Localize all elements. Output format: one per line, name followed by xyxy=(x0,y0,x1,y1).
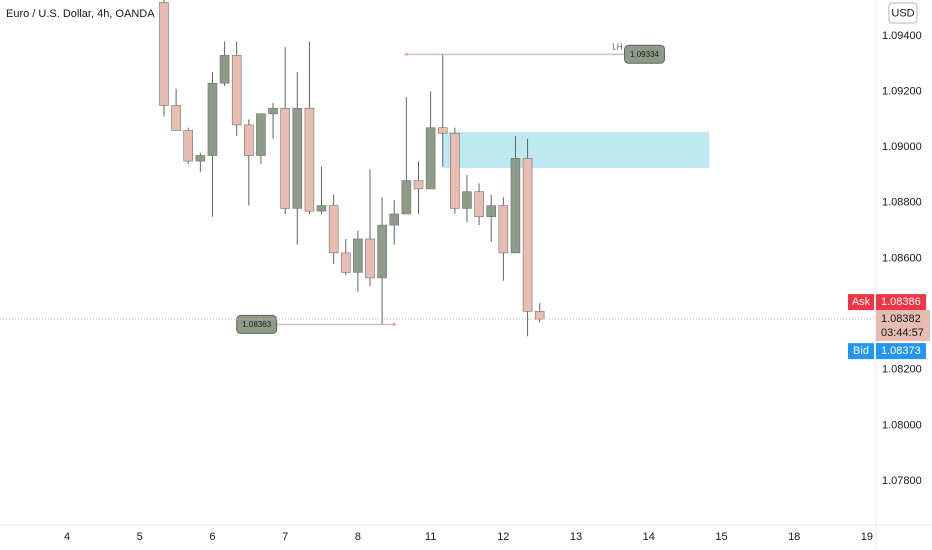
candle-body xyxy=(280,107,290,209)
candle-body xyxy=(292,107,303,209)
candle-body xyxy=(401,180,412,215)
currency-button[interactable] xyxy=(888,2,918,24)
candle-body xyxy=(244,124,254,156)
axes: 1.09400 1.09200 1.09000 1.08800 1.08600 1.082… xyxy=(64,30,930,543)
level-label-box xyxy=(236,314,278,334)
candle-body xyxy=(534,311,545,320)
y-tick-label: 1.09000 xyxy=(882,141,922,153)
candle-body xyxy=(328,205,339,254)
level-tag: LH xyxy=(612,42,622,51)
candle-body xyxy=(510,158,521,254)
x-tick-label: 15 xyxy=(715,531,727,543)
y-tick-label: 1.09200 xyxy=(882,85,922,97)
candle-body xyxy=(450,132,460,209)
candle-body xyxy=(389,213,400,226)
chart-title: Euro / U.S. Dollar, 4h, OANDA xyxy=(6,8,155,20)
candle-body xyxy=(256,113,266,156)
y-tick-label: 1.07800 xyxy=(882,475,922,487)
y-tick-label: 1.08600 xyxy=(882,252,922,264)
x-tick-label: 7 xyxy=(282,531,288,543)
x-tick-label: 11 xyxy=(425,531,436,543)
last-price-box xyxy=(876,310,930,342)
x-tick-label: 14 xyxy=(643,531,655,543)
candle-body xyxy=(413,180,424,190)
currency-label[interactable]: USD xyxy=(891,7,914,19)
ask-price-box xyxy=(876,294,926,311)
candle-body xyxy=(365,238,375,279)
ask-price: 1.08386 xyxy=(881,296,921,308)
plot-area: 1.09334 LH 1.08363 xyxy=(0,0,876,337)
candle-body xyxy=(437,127,448,134)
candle-body xyxy=(462,191,472,209)
candle-body xyxy=(207,82,218,156)
y-tick-label: 1.09400 xyxy=(882,30,922,42)
bid-tag-box xyxy=(848,343,874,360)
candle-body xyxy=(316,205,327,212)
candle-body xyxy=(498,205,509,254)
x-tick-label: 6 xyxy=(209,531,215,543)
candle-body xyxy=(159,2,169,106)
candle-body xyxy=(522,158,533,312)
y-tick-label: 1.08800 xyxy=(882,197,922,209)
candle-body xyxy=(171,105,181,131)
x-tick-label: 5 xyxy=(137,531,143,543)
x-tick-label: 4 xyxy=(64,531,70,543)
ask-tag-box xyxy=(848,294,874,311)
candle-body xyxy=(474,191,484,218)
level-label: 1.08363 xyxy=(242,320,271,329)
ask-tag-name: Ask xyxy=(852,296,871,308)
y-tick-label: 1.08200 xyxy=(882,364,922,376)
bid-price: 1.08373 xyxy=(881,345,921,357)
candle-body xyxy=(268,107,278,115)
x-tick-label: 13 xyxy=(570,531,582,543)
candle-body xyxy=(195,155,206,162)
level-anchor xyxy=(392,322,396,326)
candle-body xyxy=(304,107,315,212)
candle-body xyxy=(231,55,242,126)
level-anchor xyxy=(404,52,408,56)
last-price: 1.08382 xyxy=(881,313,921,325)
x-tick-label: 18 xyxy=(788,531,800,543)
candle-body xyxy=(353,238,363,273)
level-label-box xyxy=(624,44,666,64)
countdown: 03:44:57 xyxy=(881,327,924,339)
zone xyxy=(442,131,710,169)
bid-tag-name: Bid xyxy=(853,345,869,357)
candle-body xyxy=(340,252,351,273)
candle-body xyxy=(183,130,194,162)
bid-price-box xyxy=(876,343,926,360)
x-tick-label: 12 xyxy=(497,531,509,543)
y-tick-label: 1.08000 xyxy=(882,419,922,431)
candle-body xyxy=(377,224,387,279)
level-label: 1.09334 xyxy=(630,50,659,59)
candle-body xyxy=(425,127,436,190)
x-tick-label: 19 xyxy=(861,531,873,543)
candle-body xyxy=(486,205,497,218)
x-tick-label: 8 xyxy=(355,531,361,543)
candle-body xyxy=(219,55,230,84)
